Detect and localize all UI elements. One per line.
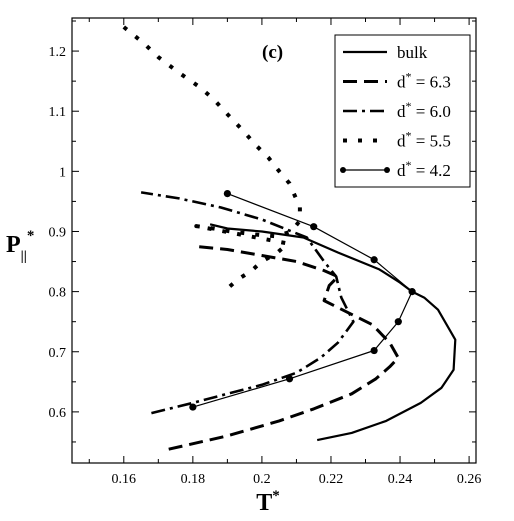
legend-label: d* = 5.5 <box>397 129 451 151</box>
y-tick-label: 1.2 <box>49 45 67 60</box>
x-tick-label: 0.18 <box>181 472 206 487</box>
x-tick-label: 0.22 <box>319 472 344 487</box>
data-point <box>408 288 416 296</box>
series-3 <box>122 25 302 291</box>
series-2 <box>140 191 355 415</box>
y-tick-label: 0.6 <box>49 406 67 421</box>
y-tick-label: 0.9 <box>49 225 67 240</box>
legend-label: d* = 6.3 <box>397 70 451 92</box>
series-4 <box>189 189 416 411</box>
legend-item: d* = 5.5 <box>343 129 451 151</box>
series-line <box>122 25 302 291</box>
data-point <box>370 346 378 355</box>
data-point <box>189 403 197 411</box>
series-1 <box>168 245 400 451</box>
legend-label: d* = 6.0 <box>397 99 451 121</box>
x-tick-label: 0.26 <box>457 472 482 487</box>
data-point <box>370 256 378 264</box>
y-axis-title: P||* <box>6 228 34 264</box>
series-line <box>168 245 400 451</box>
legend: bulk d* = 6.3 d* = 6.0 d* = 5.5 d* = 4.2 <box>334 34 471 188</box>
legend-item: d* = 4.2 <box>340 158 451 180</box>
data-point <box>223 189 231 198</box>
panel-label: (c) <box>262 42 283 63</box>
legend-item: d* = 6.0 <box>343 99 451 121</box>
legend-label: bulk <box>397 43 428 62</box>
tick-layer: 0.16 0.18 0.2 0.22 0.24 0.26 0.6 0.7 0.8 0.9 1 1.1 1… <box>49 18 482 487</box>
series-layer <box>122 25 457 451</box>
legend-item: bulk <box>343 43 428 62</box>
x-tick-label: 0.2 <box>253 472 271 487</box>
series-line <box>140 191 355 415</box>
plot-frame <box>71 17 477 464</box>
data-point <box>285 375 294 383</box>
legend-label: d* = 4.2 <box>397 158 451 180</box>
data-point <box>310 223 318 231</box>
data-point <box>394 318 402 326</box>
series-0 <box>209 223 457 442</box>
y-tick-label: 0.7 <box>49 346 67 361</box>
x-tick-label: 0.16 <box>112 472 137 487</box>
legend-box <box>334 34 471 188</box>
legend-item: d* = 6.3 <box>343 70 451 92</box>
x-axis-title: T* <box>256 488 280 516</box>
legend-marker <box>384 167 390 173</box>
legend-marker <box>340 167 346 173</box>
y-tick-label: 1.1 <box>49 105 67 120</box>
y-tick-label: 0.8 <box>49 286 67 301</box>
series-line <box>209 223 457 442</box>
x-tick-label: 0.24 <box>388 472 413 487</box>
y-tick-label: 1 <box>59 165 66 180</box>
axes-frame <box>71 17 477 464</box>
series-line <box>192 193 413 408</box>
